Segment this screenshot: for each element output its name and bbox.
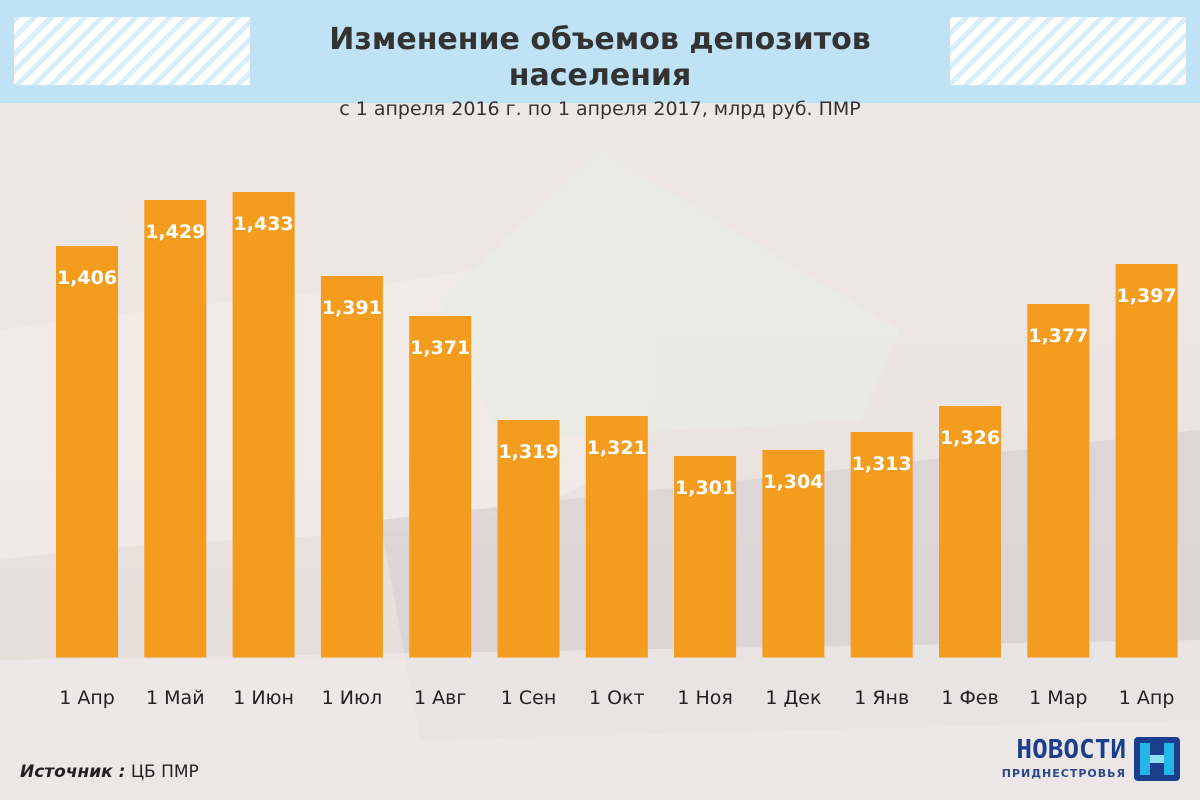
x-tick-label: 1 Мар	[1029, 687, 1087, 709]
bar-13	[1115, 264, 1178, 658]
chart-subtitle: с 1 апреля 2016 г. по 1 апреля 2017, млр…	[339, 98, 861, 120]
title-box: Изменение объемов депозитов населения с …	[250, 10, 950, 120]
news-logo: НОВОСТИ ПРИДНЕСТРОВЬЯ	[1000, 735, 1180, 783]
bar-value-label: 1,304	[763, 471, 823, 493]
x-tick-label: 1 Фев	[941, 687, 998, 709]
header-banner: Изменение объемов депозитов населения с …	[0, 0, 1200, 120]
bar-value-label: 1,433	[234, 213, 294, 235]
logo-subtitle: ПРИДНЕСТРОВЬЯ	[1001, 767, 1126, 780]
bar-1	[56, 246, 118, 658]
bar-value-label: 1,371	[410, 337, 470, 359]
bar-10	[850, 432, 913, 658]
bar-value-label: 1,397	[1117, 285, 1177, 307]
bar-6	[497, 420, 560, 658]
x-tick-label: 1 Дек	[765, 687, 821, 709]
x-tick-label: 1 Май	[146, 687, 205, 709]
hatch-decoration-left	[14, 17, 254, 85]
source-label: Источник :	[20, 762, 126, 782]
bar-value-label: 1,319	[498, 441, 558, 463]
bar-value-label: 1,377	[1028, 325, 1088, 347]
bar-value-label: 1,321	[587, 437, 647, 459]
x-tick-label: 1 Июн	[233, 687, 294, 709]
bar-12	[1027, 304, 1090, 658]
bar-11	[939, 406, 1001, 658]
bar-8	[674, 456, 737, 658]
x-tick-label: 1 Авг	[414, 687, 466, 709]
x-tick-label: 1 Апр	[59, 687, 115, 709]
bar-7	[585, 416, 648, 658]
x-tick-label: 1 Окт	[589, 687, 645, 709]
logo-word: НОВОСТИ	[1016, 735, 1126, 765]
bar-value-label: 1,301	[675, 477, 735, 499]
logo-mark-icon	[1134, 737, 1180, 781]
bar-value-label: 1,313	[852, 453, 912, 475]
chart-title: Изменение объемов депозитов населения	[329, 22, 871, 93]
bar-9	[762, 450, 825, 658]
bar-value-label: 1,391	[322, 297, 382, 319]
source-line: Источник : ЦБ ПМР	[20, 762, 199, 782]
x-tick-label: 1 Апр	[1119, 687, 1175, 709]
x-tick-label: 1 Июл	[322, 687, 382, 709]
bar-value-label: 1,429	[145, 221, 205, 243]
bars-layer: 1,406 1,429 1,433 1,391 1,371 1,319 1,321 1,301…	[56, 192, 1178, 658]
x-axis-ticks: 1 Апр 1 Май 1 Июн 1 Июл 1 Авг 1 Сен 1 Окт 1 Ноя…	[59, 687, 1174, 709]
hatch-decoration-right	[946, 17, 1186, 85]
bar-3	[232, 192, 295, 658]
x-tick-label: 1 Янв	[854, 687, 909, 709]
bar-2	[144, 200, 207, 658]
source-value: ЦБ ПМР	[130, 762, 199, 782]
bar-value-label: 1,406	[57, 267, 117, 289]
x-tick-label: 1 Ноя	[677, 687, 732, 709]
bar-4	[320, 276, 383, 658]
bar-value-label: 1,326	[940, 427, 1000, 449]
x-tick-label: 1 Сен	[501, 687, 557, 709]
bar-5	[409, 316, 472, 658]
